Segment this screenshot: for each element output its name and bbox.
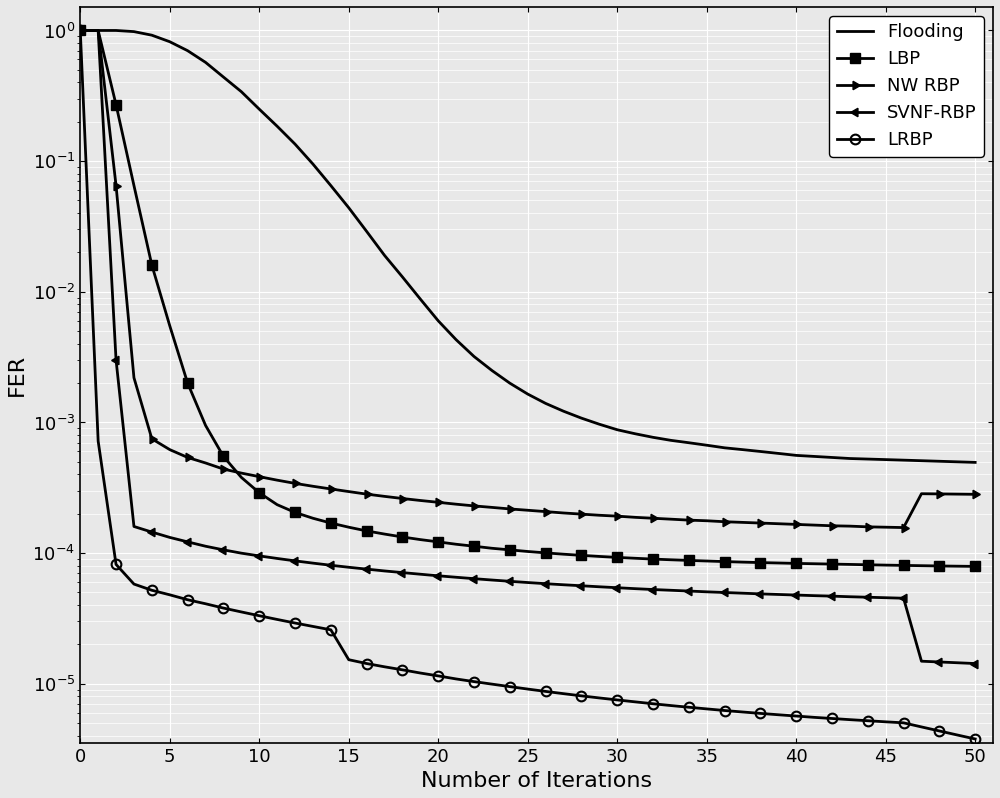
NW RBP xyxy=(898,523,910,532)
NW RBP xyxy=(271,476,283,485)
Legend: Flooding, LBP, NW RBP, SVNF-RBP, LRBP: Flooding, LBP, NW RBP, SVNF-RBP, LRBP xyxy=(829,16,984,156)
LBP xyxy=(361,526,373,535)
Line: LRBP: LRBP xyxy=(75,26,980,744)
Line: Flooding: Flooding xyxy=(80,30,975,462)
Flooding xyxy=(951,457,963,467)
NW RBP xyxy=(665,515,677,524)
Flooding xyxy=(343,203,355,212)
Flooding xyxy=(665,436,677,445)
Flooding xyxy=(271,121,283,131)
LRBP xyxy=(271,614,283,624)
LRBP xyxy=(343,655,355,665)
LBP xyxy=(969,562,981,571)
X-axis label: Number of Iterations: Number of Iterations xyxy=(421,771,652,791)
Flooding xyxy=(969,457,981,467)
Flooding xyxy=(361,227,373,236)
LBP xyxy=(74,26,86,35)
SVNF-RBP xyxy=(343,563,355,572)
NW RBP xyxy=(719,517,731,527)
SVNF-RBP xyxy=(74,26,86,35)
NW RBP xyxy=(343,487,355,496)
SVNF-RBP xyxy=(969,659,981,669)
NW RBP xyxy=(951,489,963,499)
LBP xyxy=(719,557,731,567)
Line: SVNF-RBP: SVNF-RBP xyxy=(75,26,980,669)
SVNF-RBP xyxy=(271,554,283,563)
LRBP xyxy=(951,730,963,740)
LRBP xyxy=(969,734,981,744)
NW RBP xyxy=(74,26,86,35)
LBP xyxy=(343,523,355,532)
Line: NW RBP: NW RBP xyxy=(75,26,980,532)
SVNF-RBP xyxy=(951,658,963,668)
SVNF-RBP xyxy=(719,587,731,597)
LRBP xyxy=(74,26,86,35)
Line: LBP: LBP xyxy=(75,26,980,571)
SVNF-RBP xyxy=(665,586,677,595)
LRBP xyxy=(361,659,373,669)
Flooding xyxy=(719,443,731,452)
NW RBP xyxy=(361,489,373,499)
LBP xyxy=(665,555,677,564)
LRBP xyxy=(665,701,677,710)
LRBP xyxy=(719,705,731,715)
Flooding xyxy=(74,26,86,35)
LBP xyxy=(271,500,283,509)
NW RBP xyxy=(969,489,981,499)
Y-axis label: FER: FER xyxy=(7,354,27,396)
SVNF-RBP xyxy=(361,564,373,574)
LBP xyxy=(951,562,963,571)
